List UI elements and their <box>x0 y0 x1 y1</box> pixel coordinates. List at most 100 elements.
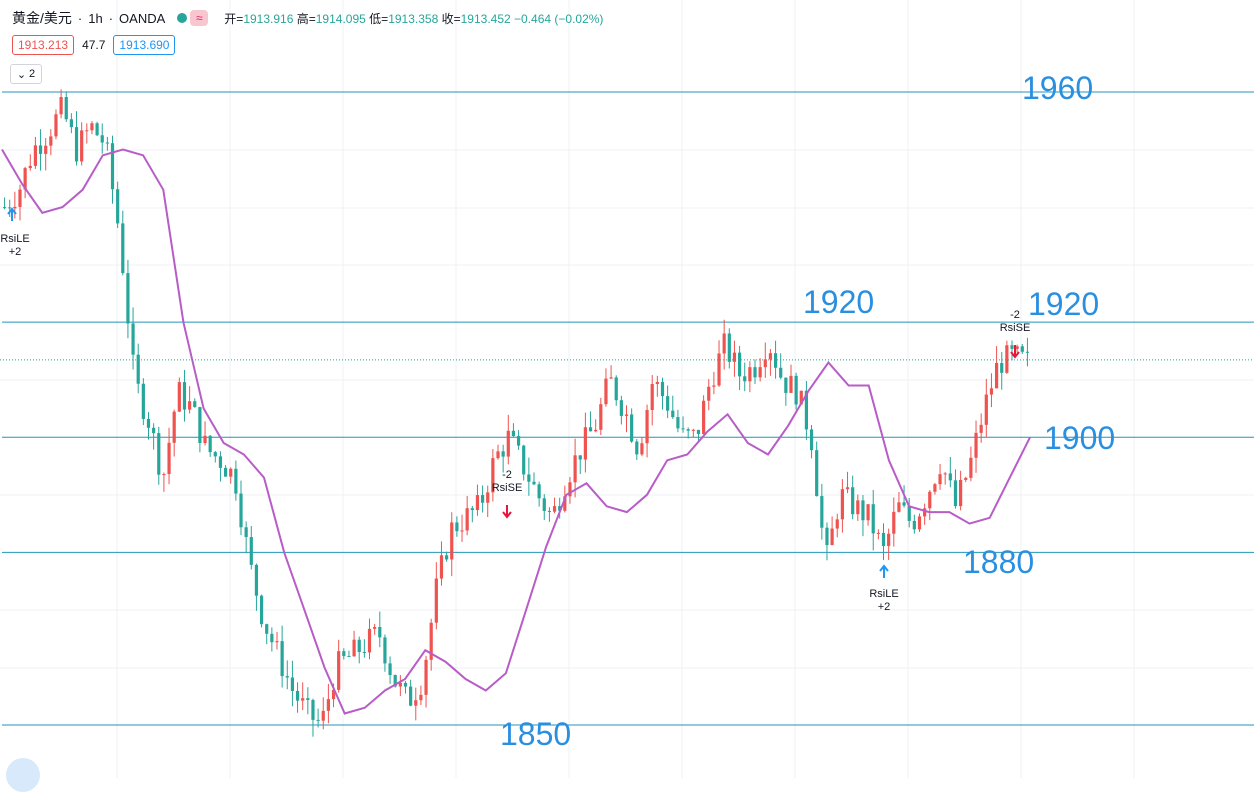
candle-body <box>732 352 737 362</box>
candle-body <box>259 595 264 625</box>
candle-body <box>558 506 562 511</box>
candle-body <box>455 522 459 532</box>
candle-body <box>141 383 145 419</box>
high-value: 1914.095 <box>315 11 366 26</box>
candle-body <box>501 451 505 457</box>
candle-body <box>773 353 778 368</box>
candle-body <box>568 482 572 497</box>
candle-body <box>311 699 315 720</box>
candle-body <box>768 353 773 360</box>
candle-body <box>619 400 623 416</box>
candle-body <box>188 401 192 410</box>
candle-body <box>717 353 721 386</box>
candle-body <box>984 394 988 425</box>
candle-body <box>49 136 53 146</box>
candle-body <box>398 682 402 687</box>
interval-label[interactable]: 1h <box>88 10 103 26</box>
candle-body <box>830 528 834 546</box>
candle-body <box>475 495 480 511</box>
candle-body <box>676 417 680 429</box>
bid-price-button[interactable]: 1913.213 <box>12 35 75 55</box>
candle-body <box>419 694 423 701</box>
candle-body <box>552 506 557 512</box>
spread-value: 47.7 <box>82 38 106 52</box>
candle-body <box>203 435 207 444</box>
ask-price-button[interactable]: 1913.690 <box>113 35 176 55</box>
candle-body <box>213 452 217 457</box>
candle-body <box>470 508 474 511</box>
candle-body <box>820 496 824 528</box>
candle-body <box>892 511 896 534</box>
candle-body <box>116 189 120 224</box>
short-entry-arrow-icon <box>502 505 512 519</box>
level-label-1900: 1900 <box>1044 420 1116 456</box>
candle-body <box>974 432 978 458</box>
candle-body <box>948 473 952 481</box>
moving-average-line <box>1 148 1031 715</box>
high-label: 高 <box>296 11 309 26</box>
candle-body <box>928 491 932 509</box>
candle-body <box>301 698 305 701</box>
candle-body <box>342 651 346 657</box>
candle-body <box>614 377 618 401</box>
candle-body <box>8 207 12 209</box>
candle-body <box>33 145 38 166</box>
candle-body <box>753 367 757 378</box>
candle-body <box>347 656 351 658</box>
candle-body <box>121 223 125 274</box>
candle-body <box>979 424 983 433</box>
candle-body <box>1025 351 1030 353</box>
candle-body <box>671 410 675 418</box>
candle-body <box>804 390 809 430</box>
candle-body <box>758 367 762 378</box>
candle-body <box>182 382 187 410</box>
candle-body <box>223 467 228 477</box>
candle-body <box>881 532 886 547</box>
candle-body <box>707 386 711 401</box>
candle-body <box>480 495 485 503</box>
quote-row: 1913.213 47.7 1913.690 <box>12 35 176 55</box>
symbol-name[interactable]: 黄金/美元 <box>12 10 72 26</box>
open-value: 1913.916 <box>243 11 294 26</box>
arrow-head <box>502 511 512 519</box>
signal-label-short-2: -2 RsiSE <box>999 309 1031 334</box>
candle-body <box>871 504 875 534</box>
candle-body <box>254 564 259 596</box>
candle-body <box>357 639 361 653</box>
candle-body <box>702 400 706 434</box>
candles <box>2 89 1030 737</box>
candle-body <box>64 97 68 120</box>
candle-body <box>861 500 865 521</box>
candle-body <box>193 401 197 408</box>
candle-body <box>727 333 731 362</box>
candle-body <box>681 428 685 430</box>
candle-body <box>578 455 582 460</box>
candle-body <box>409 686 413 706</box>
candle-body <box>938 474 942 485</box>
candle-body <box>198 407 202 444</box>
wave-icon[interactable]: ≈ <box>190 10 209 26</box>
candle-body <box>460 530 464 532</box>
candle-body <box>737 352 742 377</box>
candle-body <box>789 375 793 393</box>
candle-body <box>378 627 382 638</box>
candle-body <box>887 533 891 547</box>
candle-body <box>902 502 906 506</box>
candle-body <box>917 516 922 530</box>
candle-body <box>74 127 79 162</box>
candle-body <box>722 333 726 354</box>
candle-body <box>779 367 783 378</box>
indicators-toggle-button[interactable]: ⌄ 2 <box>10 64 42 84</box>
candle-body <box>964 477 968 480</box>
candle-body <box>265 624 269 634</box>
candle-body <box>126 273 130 324</box>
candle-body <box>640 443 644 455</box>
candle-body <box>943 473 947 475</box>
candle-body <box>763 359 767 368</box>
candle-body <box>630 414 634 442</box>
candle-body <box>450 522 454 560</box>
corner-widget[interactable] <box>6 758 40 792</box>
candle-body <box>1020 346 1024 352</box>
candle-body <box>373 627 377 629</box>
